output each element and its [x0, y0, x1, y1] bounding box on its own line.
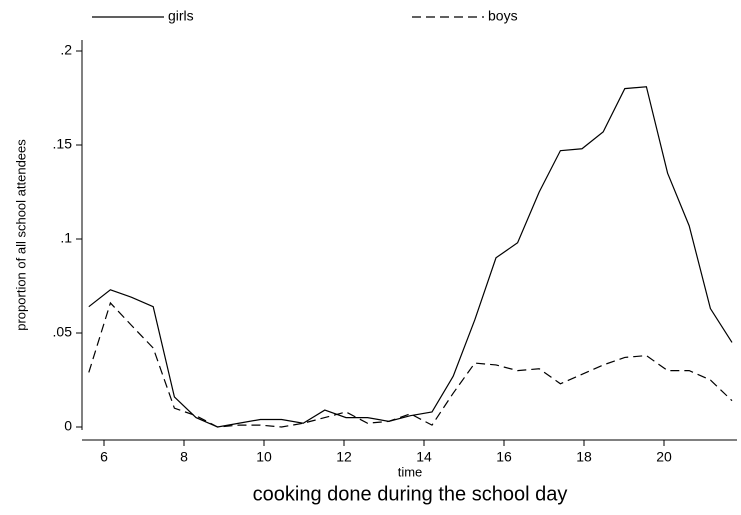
x-tick-label: 18	[576, 449, 592, 465]
legend-label: boys	[488, 8, 518, 24]
x-tick-label: 6	[100, 449, 108, 465]
legend-label: girls	[168, 8, 194, 24]
y-tick-label: .2	[60, 42, 72, 58]
y-tick-label: .15	[53, 136, 73, 152]
x-tick-label: 10	[256, 449, 272, 465]
y-axis-title: proportion of all school attendees	[13, 139, 28, 331]
chart-title: cooking done during the school day	[253, 483, 568, 505]
y-tick-label: 0	[64, 418, 72, 434]
x-axis-title: time	[398, 464, 423, 479]
x-tick-label: 8	[180, 449, 188, 465]
x-tick-label: 12	[336, 449, 352, 465]
series-line	[88, 86, 733, 428]
y-tick-label: .05	[53, 324, 73, 340]
y-tick-label: .1	[60, 230, 72, 246]
x-tick-label: 14	[416, 449, 432, 465]
x-tick-label: 20	[656, 449, 672, 465]
x-tick-label: 16	[496, 449, 512, 465]
series-line	[88, 301, 733, 428]
